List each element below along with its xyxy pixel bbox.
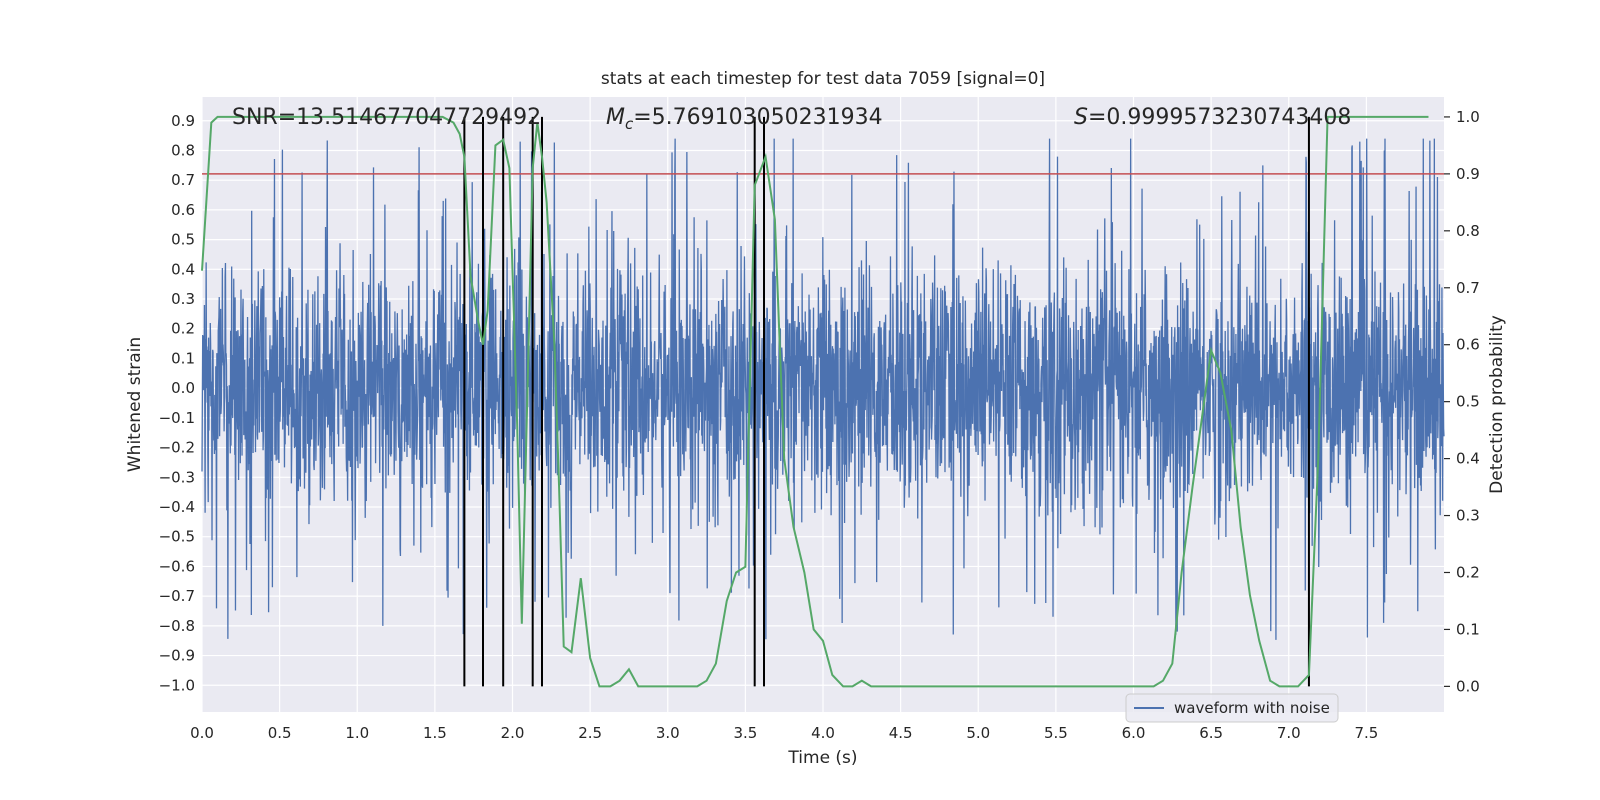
y-left-tick-label: −0.6 — [159, 557, 195, 575]
y-left-tick-label: 0.7 — [171, 171, 195, 189]
x-tick-label: 1.0 — [345, 724, 369, 742]
chirp-mass-subscript: c — [625, 115, 634, 133]
x-axis-ticks: 0.0 0.5 1.0 1.5 2.0 2.5 3.0 3.5 4.0 4.5 5.0 5.5 6.0 6… — [190, 724, 1378, 742]
y-right-tick-label: 0.5 — [1456, 393, 1480, 411]
y-left-tick-label: 0.4 — [171, 260, 195, 278]
y-right-tick-label: 0.8 — [1456, 222, 1480, 240]
x-tick-label: 0.5 — [268, 724, 292, 742]
legend-label: waveform with noise — [1174, 699, 1330, 717]
x-tick-label: 6.0 — [1122, 724, 1146, 742]
probability-line — [201, 115, 1429, 688]
y-left-tick-label: 0.1 — [171, 349, 195, 367]
x-tick-label: 1.5 — [423, 724, 447, 742]
y-left-tick-label: −1.0 — [159, 676, 195, 694]
probability-series — [201, 115, 1429, 688]
y-right-tick-label: 0.0 — [1456, 677, 1480, 695]
x-tick-label: 3.5 — [733, 724, 757, 742]
y-left-tick-label: −0.5 — [159, 528, 195, 546]
x-tick-label: 5.5 — [1044, 724, 1068, 742]
y-left-tick-label: 0.6 — [171, 201, 195, 219]
y-left-tick-label: 0.8 — [171, 141, 195, 159]
chirp-mass-annotation: Mc=5.769103050231934 — [606, 105, 883, 133]
y-right-tick-label: 0.7 — [1456, 279, 1480, 297]
noise-series — [201, 138, 1445, 640]
y-left-tick-label: −0.3 — [159, 468, 195, 486]
chirp-mass-value: =5.769103050231934 — [633, 105, 882, 130]
y-left-tick-label: −0.7 — [159, 587, 195, 605]
annotations: SNR=13.514677047729492 Mc=5.769103050231… — [232, 105, 1351, 133]
y-right-tick-label: 0.6 — [1456, 336, 1480, 354]
y-left-tick-label: −0.8 — [159, 617, 195, 635]
x-tick-label: 0.0 — [190, 724, 214, 742]
y-left-tick-label: −0.2 — [159, 439, 195, 457]
chart-title: stats at each timestep for test data 705… — [601, 69, 1045, 89]
y-right-tick-label: 0.2 — [1456, 563, 1480, 581]
y-left-tick-label: 0.5 — [171, 231, 195, 249]
y-right-tick-label: 1.0 — [1456, 108, 1480, 126]
y-left-tick-label: −0.1 — [159, 409, 195, 427]
legend-box — [1125, 693, 1339, 723]
y-right-tick-label: 0.1 — [1456, 620, 1480, 638]
y-left-tick-label: 0.3 — [171, 290, 195, 308]
x-tick-label: 7.5 — [1354, 724, 1378, 742]
x-tick-label: 4.5 — [889, 724, 913, 742]
y-right-axis-label: Detection probability — [1487, 315, 1507, 494]
vertical-markers — [463, 116, 1310, 687]
x-tick-label: 6.5 — [1199, 724, 1223, 742]
x-tick-label: 4.0 — [811, 724, 835, 742]
x-axis-label: Time (s) — [787, 748, 857, 768]
chirp-mass-symbol: M — [606, 105, 625, 130]
y-left-tick-label: 0.2 — [171, 320, 195, 338]
y-left-axis-ticks: 0.9 0.8 0.7 0.6 0.5 0.4 0.3 0.2 0.1 0.0 −0.1 −0.2 −0… — [159, 112, 195, 694]
x-tick-label: 7.0 — [1277, 724, 1301, 742]
waveform-line — [201, 138, 1445, 640]
y-left-tick-label: −0.9 — [159, 647, 195, 665]
x-tick-label: 3.0 — [656, 724, 680, 742]
y-left-tick-label: −0.4 — [159, 498, 195, 516]
y-left-tick-label: 0.0 — [171, 379, 195, 397]
s-annotation: S=0.9999573230743408 — [1074, 105, 1351, 130]
x-tick-label: 5.0 — [966, 724, 990, 742]
y-right-tick-label: 0.4 — [1456, 450, 1480, 468]
s-symbol: S — [1074, 105, 1088, 130]
y-left-axis-label: Whitened strain — [125, 337, 145, 472]
y-right-axis-ticks: 1.0 0.9 0.8 0.7 0.6 0.5 0.4 0.3 0.2 0.1 0.0 — [1444, 108, 1480, 695]
y-right-tick-label: 0.3 — [1456, 507, 1480, 525]
y-left-tick-label: 0.9 — [171, 112, 195, 130]
snr-annotation: SNR=13.514677047729492 — [232, 105, 541, 130]
x-tick-label: 2.0 — [501, 724, 525, 742]
s-value: =0.9999573230743408 — [1088, 105, 1351, 130]
legend: waveform with noise — [1125, 693, 1339, 723]
x-tick-label: 2.5 — [578, 724, 602, 742]
y-right-tick-label: 0.9 — [1456, 165, 1480, 183]
